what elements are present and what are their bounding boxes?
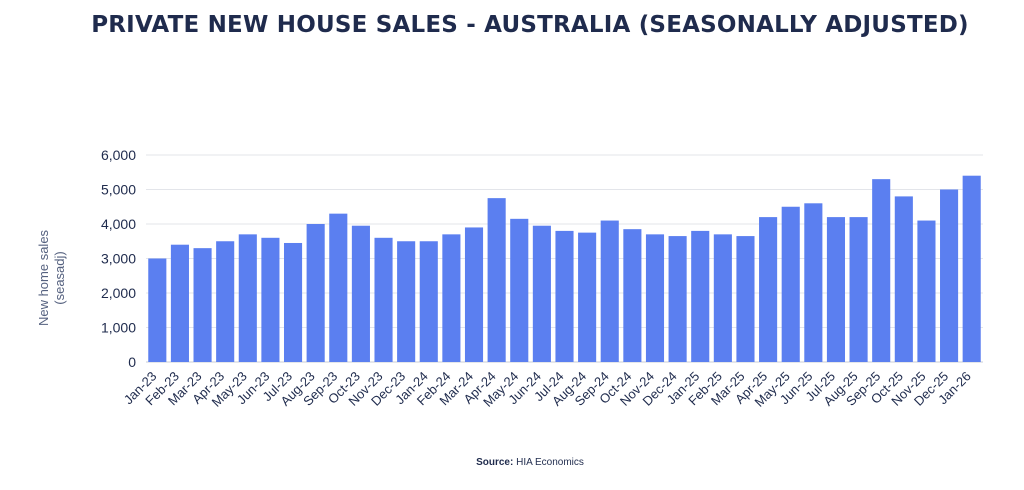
y-tick-label: 0 [128,354,136,370]
bar [804,203,823,362]
bar [216,241,235,362]
source-note: Source: HIA Economics [0,457,1024,468]
bar [555,230,574,362]
bar [781,206,800,362]
bar [283,242,303,362]
source-text: HIA Economics [516,457,584,468]
y-axis-ticks: 0 1,000 2,000 3,000 4,000 5,000 6,000 [101,147,136,370]
bar [170,244,189,362]
x-axis-ticks: Jan-23Feb-23Mar-23Apr-23May-23Jun-23Jul-… [121,369,974,410]
bar [374,237,393,362]
y-axis-label: New home sales(seasadj) [36,229,67,326]
bar [872,179,891,362]
bar [193,248,212,362]
bar [329,213,348,362]
y-tick-label: 5,000 [101,182,136,198]
y-tick-label: 4,000 [101,216,136,232]
bar [397,241,416,362]
bar [487,198,506,363]
bar [759,217,778,362]
bar [849,217,868,362]
bar [691,230,710,362]
bar [464,227,484,362]
bar [600,220,619,362]
bar [713,234,732,362]
bars [148,175,981,363]
bar [668,236,687,362]
bar [623,229,642,362]
y-tick-label: 3,000 [101,251,136,267]
bar-chart: 0 1,000 2,000 3,000 4,000 5,000 6,000 Jan-23Fe… [36,147,983,410]
bar [532,225,551,362]
y-axis-label-line: New home sales [36,229,51,326]
bar [238,234,257,362]
y-axis-label-line: (seasadj) [52,251,67,304]
y-tick-label: 2,000 [101,285,136,301]
bar [351,225,370,362]
bar [645,234,665,362]
y-tick-label: 6,000 [101,147,136,163]
bar [510,218,529,362]
bar [261,237,280,362]
bar [826,217,846,362]
bar [148,258,167,362]
chart-title: PRIVATE NEW HOUSE SALES - AUSTRALIA (SEA… [91,12,969,38]
bar [442,234,461,362]
bar [419,241,438,362]
bar [578,232,597,363]
y-tick-label: 1,000 [101,320,136,336]
bar [962,175,981,362]
bar [894,196,913,362]
bar [940,189,959,362]
bar [736,236,755,362]
bar [917,220,936,362]
source-label: Source: [476,457,514,468]
bar [306,224,325,362]
